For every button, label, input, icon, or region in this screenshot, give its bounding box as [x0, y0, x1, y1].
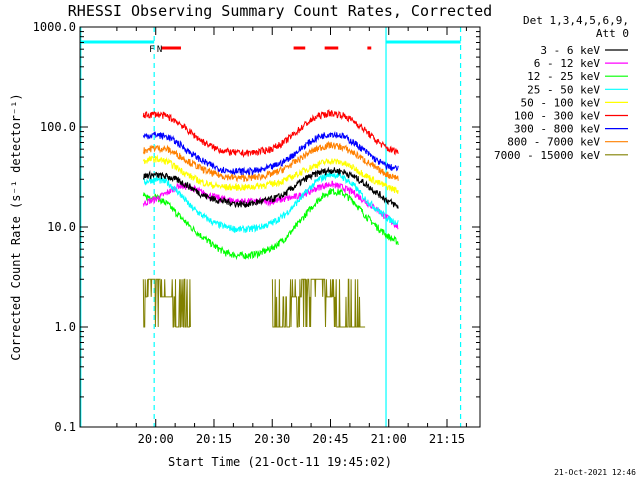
- y-tick-label: 0.1: [54, 420, 76, 434]
- x-tick-label: 21:00: [371, 432, 407, 446]
- chart-title: RHESSI Observing Summary Count Rates, Co…: [68, 2, 492, 20]
- flag-label-f: F: [149, 45, 154, 55]
- x-axis-label: Start Time (21-Oct-11 19:45:02): [168, 455, 392, 469]
- y-tick-label: 10.0: [47, 220, 76, 234]
- legend-header-line-2: Att 0: [596, 27, 629, 40]
- legend-label: 300 - 800 keV: [514, 123, 600, 136]
- series-line: [142, 188, 399, 261]
- series-line: [142, 154, 399, 194]
- series-line: [142, 130, 399, 176]
- legend-label: 50 - 100 keV: [521, 96, 601, 109]
- series-line: [142, 180, 399, 230]
- y-axis: 1000.0 100.0 10.0 1.0 0.1: [33, 20, 480, 434]
- series-line: [142, 278, 366, 328]
- series-line: [142, 108, 399, 159]
- legend-label: 6 - 12 keV: [534, 57, 601, 70]
- flag-label-n: N: [157, 45, 162, 55]
- legend-label: 100 - 300 keV: [514, 110, 600, 123]
- timestamp: 21-Oct-2021 12:46: [554, 468, 636, 477]
- legend-label: 3 - 6 keV: [540, 44, 600, 57]
- y-tick-label: 1000.0: [33, 20, 76, 34]
- x-tick-label: 20:15: [196, 432, 232, 446]
- series-line: [143, 170, 399, 234]
- legend-header-line-1: Det 1,3,4,5,6,9,: [523, 14, 629, 27]
- legend-label: 800 - 7000 keV: [507, 136, 600, 149]
- series-line: [142, 166, 399, 209]
- y-tick-label: 100.0: [40, 120, 76, 134]
- x-tick-label: 20:45: [312, 432, 348, 446]
- x-tick-label: 20:00: [138, 432, 174, 446]
- x-axis: 20:00 20:15 20:30 20:45 21:00 21:15: [116, 27, 467, 446]
- y-tick-label: 1.0: [54, 320, 76, 334]
- legend-label: 12 - 25 keV: [527, 70, 600, 83]
- y-axis-label: Corrected Count Rate (s⁻¹ detector⁻¹): [9, 93, 23, 360]
- legend-label: 25 - 50 keV: [527, 83, 600, 96]
- legend-label: 7000 - 15000 keV: [494, 149, 600, 162]
- x-tick-label: 20:30: [254, 432, 290, 446]
- x-tick-label: 21:15: [429, 432, 465, 446]
- series-line: [142, 140, 399, 183]
